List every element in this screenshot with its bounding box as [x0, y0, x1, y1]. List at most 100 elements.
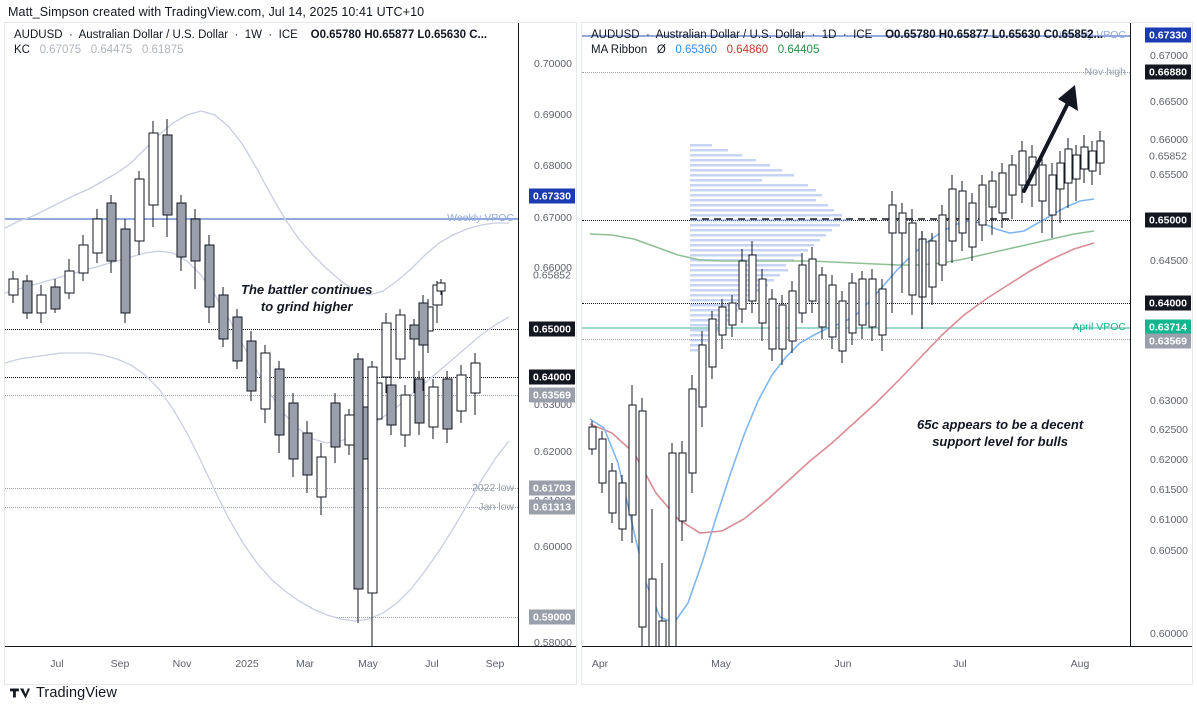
price-label-weekly-vpoc[interactable]: 0.67330	[529, 188, 575, 204]
weekly-price-axis[interactable]: 0.70000 0.69000 0.68000 0.67000 0.66000 …	[518, 23, 576, 649]
daily-chart-panel[interactable]: AUDUSD · Australian Dollar / U.S. Dollar…	[581, 22, 1193, 685]
daily-indicator-row[interactable]: MA Ribbon Ø 0.65360 0.64860 0.64405	[591, 43, 1103, 58]
daily-time-axis[interactable]: Apr May Jun Jul Aug	[582, 646, 1192, 684]
price-tick: 0.64500	[1150, 255, 1188, 267]
price-tick: 0.60500	[1150, 545, 1188, 557]
ma-value-mid: 0.64860	[726, 44, 769, 56]
daily-weekly-vpoc-line	[582, 35, 1130, 37]
tradingview-logo	[10, 688, 30, 699]
price-label-59000[interactable]: 0.59000	[529, 609, 575, 625]
trend-arrow-annotation	[1022, 85, 1078, 193]
daily-legend: AUDUSD · Australian Dollar / U.S. Dollar…	[591, 28, 1103, 58]
tradingview-wordmark: TradingView	[36, 685, 117, 701]
weekly-2022-low-label: 2022 low	[471, 482, 514, 494]
daily-candlestick-series	[588, 85, 1105, 646]
ma-ribbon-name[interactable]: MA Ribbon	[591, 44, 648, 56]
weekly-chart-panel[interactable]: AUDUSD · Australian Dollar / U.S. Dollar…	[4, 22, 577, 685]
kc-mid-band	[5, 250, 510, 444]
attribution-text: Matt_Simpson created with TradingView.co…	[8, 5, 425, 19]
weekly-jan-low-line	[5, 507, 518, 508]
price-label-jan-low[interactable]: 0.61313	[529, 499, 575, 515]
time-tick: Sep	[110, 658, 130, 670]
price-label-april-vpoc[interactable]: 0.63714	[1145, 319, 1191, 335]
daily-note-line-1: 65c appears to be a decent	[917, 417, 1084, 432]
weekly-time-axis[interactable]: Jul Sep Nov 2025 Mar May Jul Sep	[5, 646, 576, 684]
sep-dot: ·	[808, 29, 819, 41]
weekly-plot-area[interactable]: Weekly VPOC 2022 low Jan low	[5, 23, 518, 646]
time-tick: May	[711, 658, 731, 670]
weekly-ohlc: O0.65780 H0.65877 L0.65630 C...	[310, 29, 488, 41]
price-label-65000[interactable]: 0.65000	[1145, 212, 1191, 228]
daily-exchange: ICE	[853, 29, 873, 41]
daily-april-vpoc-label: April VPOC	[1072, 321, 1126, 333]
price-label-65000[interactable]: 0.65000	[529, 321, 575, 337]
weekly-2022-low-line	[5, 488, 518, 489]
weekly-level-59c-line	[335, 617, 518, 618]
weekly-legend-symbol-row[interactable]: AUDUSD · Australian Dollar / U.S. Dollar…	[14, 28, 487, 43]
price-tick: 0.67000	[1150, 50, 1188, 62]
weekly-description: Australian Dollar / U.S. Dollar	[78, 29, 229, 41]
price-label-weekly-vpoc[interactable]: 0.67330	[1145, 27, 1191, 43]
kc-value-2: 0.64475	[90, 44, 133, 56]
price-tick: 0.61000	[1150, 514, 1188, 526]
weekly-candles-group	[8, 119, 481, 646]
kc-lower-band	[5, 352, 510, 622]
daily-weekly-vpoc-label: Weekly VPOC	[1059, 29, 1126, 41]
time-tick: Nov	[172, 658, 192, 670]
price-tick: 0.70000	[534, 58, 572, 70]
daily-level-63569-line	[582, 339, 1130, 340]
price-label-2022-low[interactable]: 0.61703	[529, 480, 575, 496]
sep-dot: ·	[642, 29, 653, 41]
sep-dot: ·	[65, 29, 76, 41]
daily-nov-high-label: Nov high	[1084, 66, 1126, 78]
weekly-note-annotation: The battler continues to grind higher	[241, 281, 372, 315]
ma-slow-line	[589, 230, 1095, 266]
weekly-symbol[interactable]: AUDUSD	[14, 29, 63, 41]
weekly-indicator-row[interactable]: KC 0.67075 0.64475 0.61875	[14, 43, 487, 58]
weekly-vpoc-line-label: Weekly VPOC	[447, 212, 514, 224]
kc-upper-band	[5, 110, 509, 296]
sep-dot: ·	[839, 29, 850, 41]
weekly-level-65c-line	[5, 329, 518, 330]
kc-value-3: 0.61875	[141, 44, 184, 56]
tradingview-branding[interactable]: TradingView	[10, 685, 117, 701]
daily-price-axis[interactable]: 0.67000 0.66500 0.66000 0.65500 0.64500 …	[1130, 23, 1192, 646]
daily-note-line-2: support level for bulls	[932, 434, 1068, 449]
daily-symbol[interactable]: AUDUSD	[591, 29, 640, 41]
daily-interval[interactable]: 1D	[821, 29, 837, 41]
daily-level-65c-line	[582, 220, 1130, 221]
weekly-jan-low-label: Jan low	[478, 501, 514, 513]
price-label-64000[interactable]: 0.64000	[1145, 295, 1191, 311]
price-tick: 0.66500	[1150, 96, 1188, 108]
price-tick: 0.66000	[1150, 134, 1188, 146]
price-tick: 0.65500	[1150, 169, 1188, 181]
daily-legend-symbol-row[interactable]: AUDUSD · Australian Dollar / U.S. Dollar…	[591, 28, 1103, 43]
time-tick: Mar	[295, 658, 315, 670]
weekly-note-line-2: to grind higher	[260, 299, 353, 314]
price-tick: 0.66000	[534, 262, 572, 274]
time-tick: Sep	[485, 658, 505, 670]
price-tick: 0.68000	[534, 160, 572, 172]
price-tick: 0.69000	[534, 109, 572, 121]
time-tick: 2025	[235, 658, 259, 670]
price-tick: 0.62000	[534, 446, 572, 458]
daily-ohlc: O0.65780 H0.65877 L0.65630 C0.65852...	[885, 29, 1104, 41]
daily-description: Australian Dollar / U.S. Dollar	[655, 29, 806, 41]
price-label-63569[interactable]: 0.63569	[529, 387, 575, 403]
sep-dot: ·	[265, 29, 276, 41]
price-label-63569[interactable]: 0.63569	[1145, 333, 1191, 349]
price-label-nov-high[interactable]: 0.66880	[1145, 64, 1191, 80]
kc-indicator-name[interactable]: KC	[14, 44, 30, 56]
time-tick: Aug	[1070, 658, 1090, 670]
time-tick: Jul	[50, 658, 64, 670]
daily-plot-area[interactable]: Weekly VPOC Nov high April VPOC	[582, 23, 1130, 646]
price-label-last-price: 0.65852	[533, 269, 571, 281]
weekly-interval[interactable]: 1W	[244, 29, 263, 41]
weekly-note-line-1: The battler continues	[241, 282, 373, 297]
ma-value-fast: 0.65360	[675, 44, 717, 56]
price-label-last-price: 0.65852	[1149, 150, 1187, 162]
price-label-64000[interactable]: 0.64000	[529, 369, 575, 385]
sep-dot: ·	[231, 29, 242, 41]
daily-note-annotation: 65c appears to be a decent support level…	[917, 416, 1083, 450]
